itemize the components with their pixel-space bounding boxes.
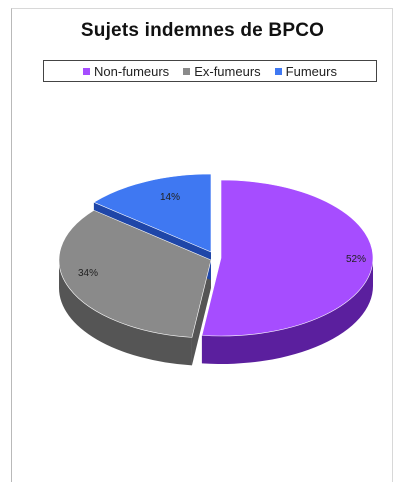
legend-item-fumeurs: Fumeurs [274, 63, 337, 79]
legend-swatch-non-fumeurs [83, 67, 91, 75]
slice-side-ex-fumeurs [59, 260, 192, 366]
data-label-fumeurs: 14% [160, 192, 180, 203]
legend-label-ex-fumeurs: Ex-fumeurs [194, 63, 261, 79]
chart-legend: Non-fumeurs Ex-fumeurs Fumeurs [43, 60, 377, 82]
legend-label-fumeurs: Fumeurs [285, 63, 337, 79]
slice-side-non-fumeurs [201, 258, 373, 364]
pie-tops [58, 173, 374, 338]
chart-title: Sujets indemnes de BPCO [80, 20, 325, 41]
pie-labels: 52% 34% 14% [78, 192, 366, 279]
slice-non-fumeurs [201, 179, 374, 337]
data-label-ex-fumeurs: 34% [78, 268, 98, 279]
legend-item-non-fumeurs: Non-fumeurs [83, 64, 169, 79]
slice-ex-fumeurs [58, 209, 212, 338]
legend-swatch-ex-fumeurs [183, 67, 191, 75]
legend-label-non-fumeurs: Non-fumeurs [94, 63, 170, 79]
slice-fumeurs [93, 173, 212, 253]
slice-cut-ex-fumeurs-0 [191, 260, 211, 366]
chart-frame [11, 8, 393, 482]
legend-swatch-fumeurs [274, 67, 282, 75]
data-label-non-fumeurs: 52% [346, 254, 366, 265]
legend-item-ex-fumeurs: Ex-fumeurs [183, 63, 261, 79]
